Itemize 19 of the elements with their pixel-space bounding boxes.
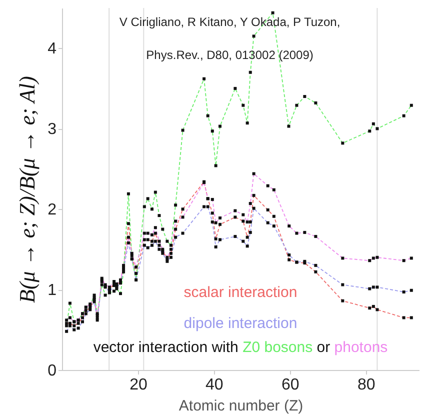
y-tick-label: 3 bbox=[48, 121, 57, 138]
annotation: or bbox=[316, 339, 330, 356]
text: dipole interaction bbox=[184, 315, 298, 332]
x-axis-title: Atomic number (Z) bbox=[178, 398, 304, 414]
x-tick-label: 60 bbox=[281, 376, 300, 394]
text: photons bbox=[334, 339, 388, 356]
x-tick-label: 80 bbox=[357, 376, 376, 394]
annotation: vector interaction with bbox=[93, 339, 238, 356]
annotation: Phys.Rev., D80, 013002 (2009) bbox=[146, 48, 314, 62]
y-tick-label: 2 bbox=[48, 202, 57, 219]
y-tick-label: 1 bbox=[48, 282, 57, 300]
annotation: V Cirigliano, R Kitano, Y Okada, P Tuzon, bbox=[119, 15, 340, 29]
y-tick-label: 4 bbox=[48, 40, 57, 58]
x-tick-label: 20 bbox=[130, 376, 148, 394]
text: Z0 bosons bbox=[242, 339, 313, 356]
y-tick-label: 0 bbox=[48, 362, 57, 380]
y-axis-title: B(μ → e; Z)/B(μ → e; Al) bbox=[14, 76, 40, 303]
x-tick-label: 40 bbox=[206, 376, 224, 394]
series-label: scalar interaction bbox=[184, 284, 298, 301]
